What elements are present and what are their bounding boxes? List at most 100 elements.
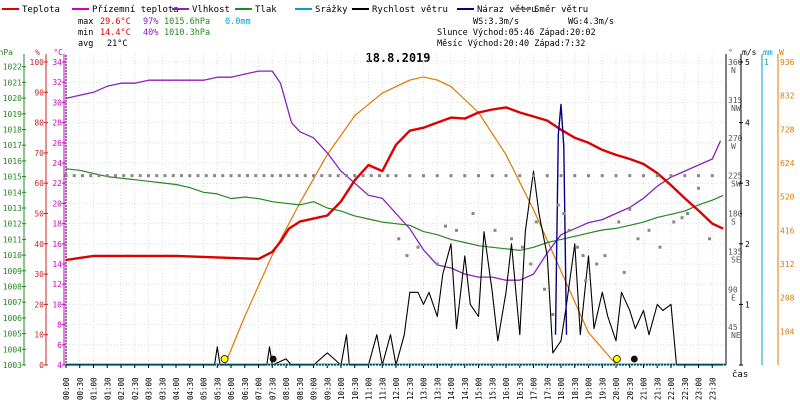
wind-direction-point — [386, 174, 390, 178]
wind-direction-point — [617, 220, 621, 224]
celsius-tick-label: 8 — [57, 321, 62, 330]
wind-direction-point — [567, 228, 571, 232]
wind-direction-point — [686, 212, 689, 215]
wind-direction-point — [595, 262, 599, 266]
stat-max-label: max — [78, 17, 93, 27]
wind-direction-point — [477, 174, 480, 178]
stat-min-press: 1010.3hPa — [164, 28, 210, 38]
moonrise-marker — [630, 355, 638, 363]
percent-tick-label: 30 — [34, 270, 44, 279]
x-tick-label: 12:30 — [406, 377, 415, 400]
hpa-tick-label: 1014 — [3, 188, 22, 197]
rain-axis-title: mm — [763, 48, 773, 57]
celsius-tick-label: 16 — [52, 240, 62, 249]
x-tick-label: 08:30 — [296, 377, 305, 400]
direction-name-label: W — [731, 142, 736, 151]
wind-direction-point — [138, 174, 142, 178]
direction-name-label: S — [731, 218, 736, 227]
legend-label: Teplota — [22, 5, 60, 15]
wind-direction-point — [262, 174, 266, 178]
legend-label: Směr větru — [534, 5, 588, 15]
wind-direction-point — [105, 174, 109, 178]
wind-direction-point — [353, 174, 357, 178]
wind-direction-point — [697, 174, 700, 178]
direction-tick-label: 180 — [728, 210, 743, 219]
wind-tick-label: 5 — [745, 58, 750, 67]
wind-direction-point — [270, 174, 274, 178]
hpa-tick-label: 1015 — [3, 173, 22, 182]
direction-tick-label: 315 — [728, 96, 743, 105]
wind-direction-point — [628, 174, 632, 178]
wind-direction-point — [658, 245, 662, 249]
celsius-axis-title: °C — [53, 48, 63, 57]
wind-direction-point — [449, 174, 453, 178]
wind-direction-point — [510, 237, 513, 241]
percent-tick-label: 40 — [34, 240, 44, 249]
direction-axis-title: ° — [728, 48, 733, 57]
x-tick-label: 19:30 — [598, 377, 607, 400]
hpa-tick-label: 1020 — [3, 94, 22, 103]
hpa-tick-label: 1017 — [3, 141, 22, 150]
hpa-tick-label: 1022 — [3, 63, 22, 72]
hpa-tick-label: 1013 — [3, 204, 22, 213]
percent-tick-label: 60 — [34, 179, 44, 188]
rain-tick-label: 1 — [764, 58, 769, 67]
wind-direction-point — [378, 174, 381, 178]
x-tick-label: 22:30 — [681, 377, 690, 400]
direction-name-label: NE — [731, 331, 741, 340]
wind-direction-point — [422, 174, 425, 178]
x-tick-label: 22:00 — [667, 377, 676, 400]
wind-direction-point — [628, 207, 632, 211]
wind-direction-point — [532, 174, 535, 178]
x-tick-label: 08:00 — [282, 377, 291, 400]
wind-direction-point — [369, 174, 373, 178]
grid — [65, 54, 726, 366]
celsius-tick-label: 14 — [52, 260, 62, 269]
series-temperature-line — [65, 106, 724, 262]
direction-tick-label: 90 — [728, 285, 738, 294]
series-radiation-line — [224, 76, 618, 366]
wind-direction-point — [672, 220, 676, 224]
wind-direction-point — [114, 174, 117, 178]
x-tick-label: 01:00 — [90, 377, 99, 400]
x-tick-label: 18:30 — [571, 377, 580, 400]
wind-direction-point — [435, 174, 439, 178]
wind-direction-point — [279, 174, 282, 178]
wind-direction-point — [600, 174, 604, 178]
x-tick-label: 21:30 — [653, 377, 662, 400]
x-tick-label: 02:30 — [131, 377, 140, 400]
direction-tick-label: 225 — [728, 172, 743, 181]
wind-direction-point — [246, 174, 249, 178]
x-tick-label: 09:30 — [323, 377, 332, 400]
x-tick-label: 14:00 — [447, 377, 456, 400]
celsius-tick-label: 6 — [57, 341, 62, 350]
legend-label: Vlhkost — [192, 5, 230, 15]
wind-direction-point — [490, 174, 494, 178]
wind-tick-label: 4 — [745, 119, 750, 128]
wind-direction-point — [188, 174, 192, 178]
x-tick-label: 09:00 — [310, 377, 319, 400]
x-tick-label: 11:00 — [365, 377, 374, 400]
celsius-tick-label: 26 — [52, 139, 62, 148]
stat-avg-temp: 21°C — [107, 39, 127, 49]
direction-tick-label: 45 — [728, 323, 738, 332]
markers — [220, 355, 638, 363]
wind-direction-point — [708, 237, 711, 241]
stat-max-hum: 97% — [143, 17, 158, 27]
wind-direction-point — [622, 270, 626, 274]
hpa-tick-label: 1012 — [3, 220, 22, 229]
percent-tick-label: 90 — [34, 88, 44, 97]
x-tick-label: 23:30 — [708, 377, 717, 400]
radiation-tick-label: 104 — [780, 327, 795, 336]
wind-direction-point — [237, 174, 241, 178]
percent-tick-label: 80 — [34, 119, 44, 128]
wind-direction-point — [405, 254, 409, 258]
wind-direction-point — [529, 262, 533, 266]
wind-tick-label: 3 — [745, 179, 750, 188]
radiation-tick-label: 416 — [780, 226, 795, 235]
stat-max-press: 1015.6hPa — [164, 17, 210, 27]
legend-label: Náraz větru — [477, 5, 537, 15]
wind-direction-point — [581, 254, 585, 258]
x-tick-label: 03:00 — [145, 377, 154, 400]
